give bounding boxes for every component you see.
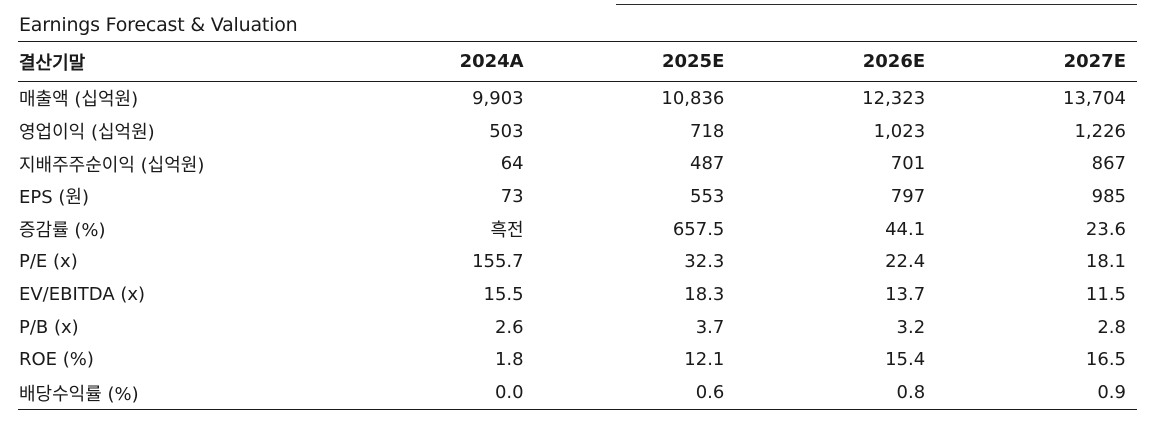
column-header-2026e: 2026E <box>862 51 926 72</box>
table-row: 영업이익 (십억원) 503 718 1,023 1,226 <box>18 115 1137 148</box>
column-header-2025e: 2025E <box>661 51 725 72</box>
row-value-2024a: 1.8 <box>494 349 524 371</box>
top-right-divider <box>616 4 1137 5</box>
table-row: 매출액 (십억원) 9,903 10,836 12,323 13,704 <box>18 82 1137 115</box>
row-value-2024a: 흑전 <box>490 220 524 242</box>
header-row: 결산기말 2024A 2025E 2026E 2027E <box>18 41 1137 82</box>
row-value-2027e: 16.5 <box>1085 349 1126 371</box>
row-value-2027e: 867 <box>1091 153 1126 175</box>
row-label: 영업이익 (십억원) <box>19 122 155 144</box>
table-row: 지배주주순이익 (십억원) 64 487 701 867 <box>18 147 1137 180</box>
row-value-2025e: 10,836 <box>661 87 725 109</box>
table-row: 증감률 (%) 흑전 657.5 44.1 23.6 <box>18 213 1137 246</box>
column-header-2027e: 2027E <box>1063 51 1126 72</box>
row-label: P/B (x) <box>19 316 79 338</box>
row-value-2026e: 13.7 <box>885 283 926 305</box>
row-value-2026e: 3.2 <box>896 316 926 338</box>
row-value-2026e: 12,323 <box>862 87 926 109</box>
row-label: EV/EBITDA (x) <box>19 283 146 305</box>
row-label: 증감률 (%) <box>19 220 106 242</box>
row-value-2026e: 15.4 <box>885 349 926 371</box>
table-row: EV/EBITDA (x) 15.5 18.3 13.7 11.5 <box>18 278 1137 311</box>
table-title: Earnings Forecast & Valuation <box>19 14 298 36</box>
row-value-2026e: 22.4 <box>885 251 926 273</box>
row-value-2026e: 701 <box>890 153 926 175</box>
column-header-fiscal-year-end: 결산기말 <box>19 52 86 74</box>
row-value-2025e: 0.6 <box>695 382 725 404</box>
row-value-2024a: 155.7 <box>472 251 524 273</box>
row-value-2027e: 985 <box>1091 185 1126 207</box>
table-row: P/B (x) 2.6 3.7 3.2 2.8 <box>18 311 1137 344</box>
row-label: 지배주주순이익 (십억원) <box>19 154 205 176</box>
row-value-2024a: 15.5 <box>483 283 524 305</box>
row-value-2027e: 2.8 <box>1097 316 1126 338</box>
row-value-2024a: 73 <box>500 185 524 207</box>
row-label: 배당수익률 (%) <box>19 383 139 405</box>
row-value-2025e: 718 <box>690 120 725 142</box>
row-value-2025e: 657.5 <box>672 218 725 240</box>
row-value-2027e: 18.1 <box>1085 251 1126 273</box>
row-value-2024a: 64 <box>500 153 524 175</box>
table-row: EPS (원) 73 553 797 985 <box>18 180 1137 213</box>
table-row: P/E (x) 155.7 32.3 22.4 18.1 <box>18 245 1137 278</box>
row-value-2027e: 13,704 <box>1063 87 1126 109</box>
row-label: 매출액 (십억원) <box>19 89 139 111</box>
row-value-2026e: 44.1 <box>885 218 926 240</box>
table-header: 결산기말 2024A 2025E 2026E 2027E <box>18 41 1137 82</box>
row-value-2025e: 32.3 <box>684 251 725 273</box>
row-value-2027e: 11.5 <box>1085 283 1126 305</box>
row-value-2027e: 23.6 <box>1085 218 1126 240</box>
row-value-2025e: 12.1 <box>684 349 725 371</box>
row-value-2025e: 18.3 <box>684 283 725 305</box>
row-value-2024a: 0.0 <box>494 382 524 404</box>
table-row: ROE (%) 1.8 12.1 15.4 16.5 <box>18 344 1137 377</box>
row-value-2025e: 3.7 <box>695 316 725 338</box>
row-value-2027e: 1,226 <box>1074 120 1126 142</box>
row-value-2024a: 9,903 <box>472 87 524 109</box>
row-value-2024a: 2.6 <box>494 316 524 338</box>
row-value-2026e: 1,023 <box>873 120 926 142</box>
row-label: EPS (원) <box>19 187 89 209</box>
table-body: 매출액 (십억원) 9,903 10,836 12,323 13,704 영업이익 (십억… <box>18 82 1137 410</box>
row-value-2026e: 797 <box>890 185 926 207</box>
column-header-2024a: 2024A <box>459 51 524 72</box>
row-value-2027e: 0.9 <box>1097 382 1126 404</box>
earnings-forecast-table: 결산기말 2024A 2025E 2026E 2027E 매출액 (십억원) 9,… <box>18 41 1137 410</box>
row-value-2024a: 503 <box>489 120 524 142</box>
row-value-2025e: 553 <box>690 185 725 207</box>
row-label: P/E (x) <box>19 251 78 273</box>
row-label: ROE (%) <box>19 349 94 371</box>
row-value-2026e: 0.8 <box>896 382 926 404</box>
table-row: 배당수익률 (%) 0.0 0.6 0.8 0.9 <box>18 376 1137 410</box>
row-value-2025e: 487 <box>690 153 725 175</box>
